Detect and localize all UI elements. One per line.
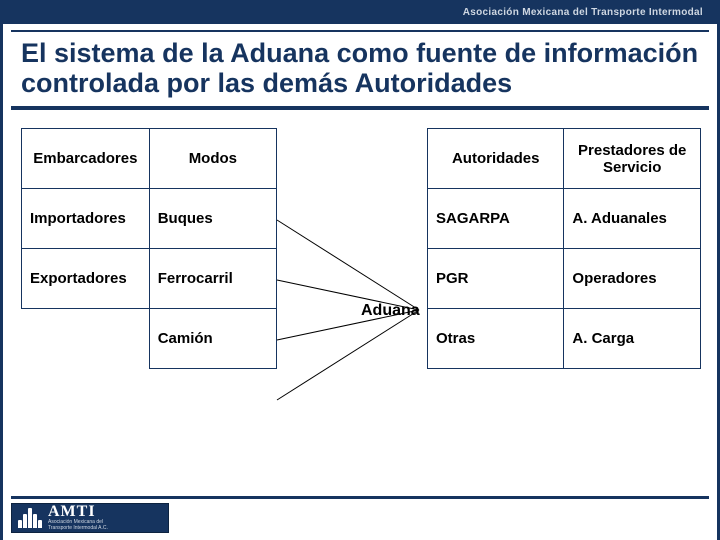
logo: AMTI Asociación Mexicana del Transporte … (11, 503, 169, 533)
table-row: ExportadoresFerrocarril (22, 249, 277, 309)
logo-icon (18, 508, 42, 528)
content-area: EmbarcadoresModosImportadoresBuquesExpor… (3, 110, 717, 452)
table-row: ImportadoresBuques (22, 189, 277, 249)
table-row: Camión (22, 309, 277, 369)
col-header: Autoridades (428, 129, 564, 189)
cell: PGR (428, 249, 564, 309)
header-band: Asociación Mexicana del Transporte Inter… (3, 0, 717, 24)
table-row: PGROperadores (428, 249, 701, 309)
cell (22, 309, 150, 369)
slide-title: El sistema de la Aduana como fuente de i… (3, 32, 717, 102)
logo-wordmark: AMTI (48, 505, 108, 519)
cell: A. Carga (564, 309, 701, 369)
table-row: SAGARPAA. Aduanales (428, 189, 701, 249)
right-table: AutoridadesPrestadores de ServicioSAGARP… (427, 128, 701, 369)
cell: Buques (149, 189, 276, 249)
cell: A. Aduanales (564, 189, 701, 249)
table-row: OtrasA. Carga (428, 309, 701, 369)
col-header: Embarcadores (22, 129, 150, 189)
cell: Ferrocarril (149, 249, 276, 309)
slide: Asociación Mexicana del Transporte Inter… (0, 0, 720, 540)
cell: Otras (428, 309, 564, 369)
cell: Importadores (22, 189, 150, 249)
col-header: Prestadores de Servicio (564, 129, 701, 189)
footer: AMTI Asociación Mexicana del Transporte … (3, 496, 717, 540)
cell: Operadores (564, 249, 701, 309)
col-header: Modos (149, 129, 276, 189)
cell: Camión (149, 309, 276, 369)
hub-label: Aduana (361, 302, 420, 320)
header-brand: Asociación Mexicana del Transporte Inter… (463, 7, 703, 18)
footer-rule (11, 496, 709, 499)
logo-sub2: Transporte Intermodal A.C. (48, 525, 108, 531)
right-column: AutoridadesPrestadores de ServicioSAGARP… (427, 128, 701, 369)
cell: Exportadores (22, 249, 150, 309)
left-table: EmbarcadoresModosImportadoresBuquesExpor… (21, 128, 277, 369)
logo-text: AMTI Asociación Mexicana del Transporte … (48, 505, 108, 531)
left-column: EmbarcadoresModosImportadoresBuquesExpor… (21, 128, 277, 369)
cell: SAGARPA (428, 189, 564, 249)
